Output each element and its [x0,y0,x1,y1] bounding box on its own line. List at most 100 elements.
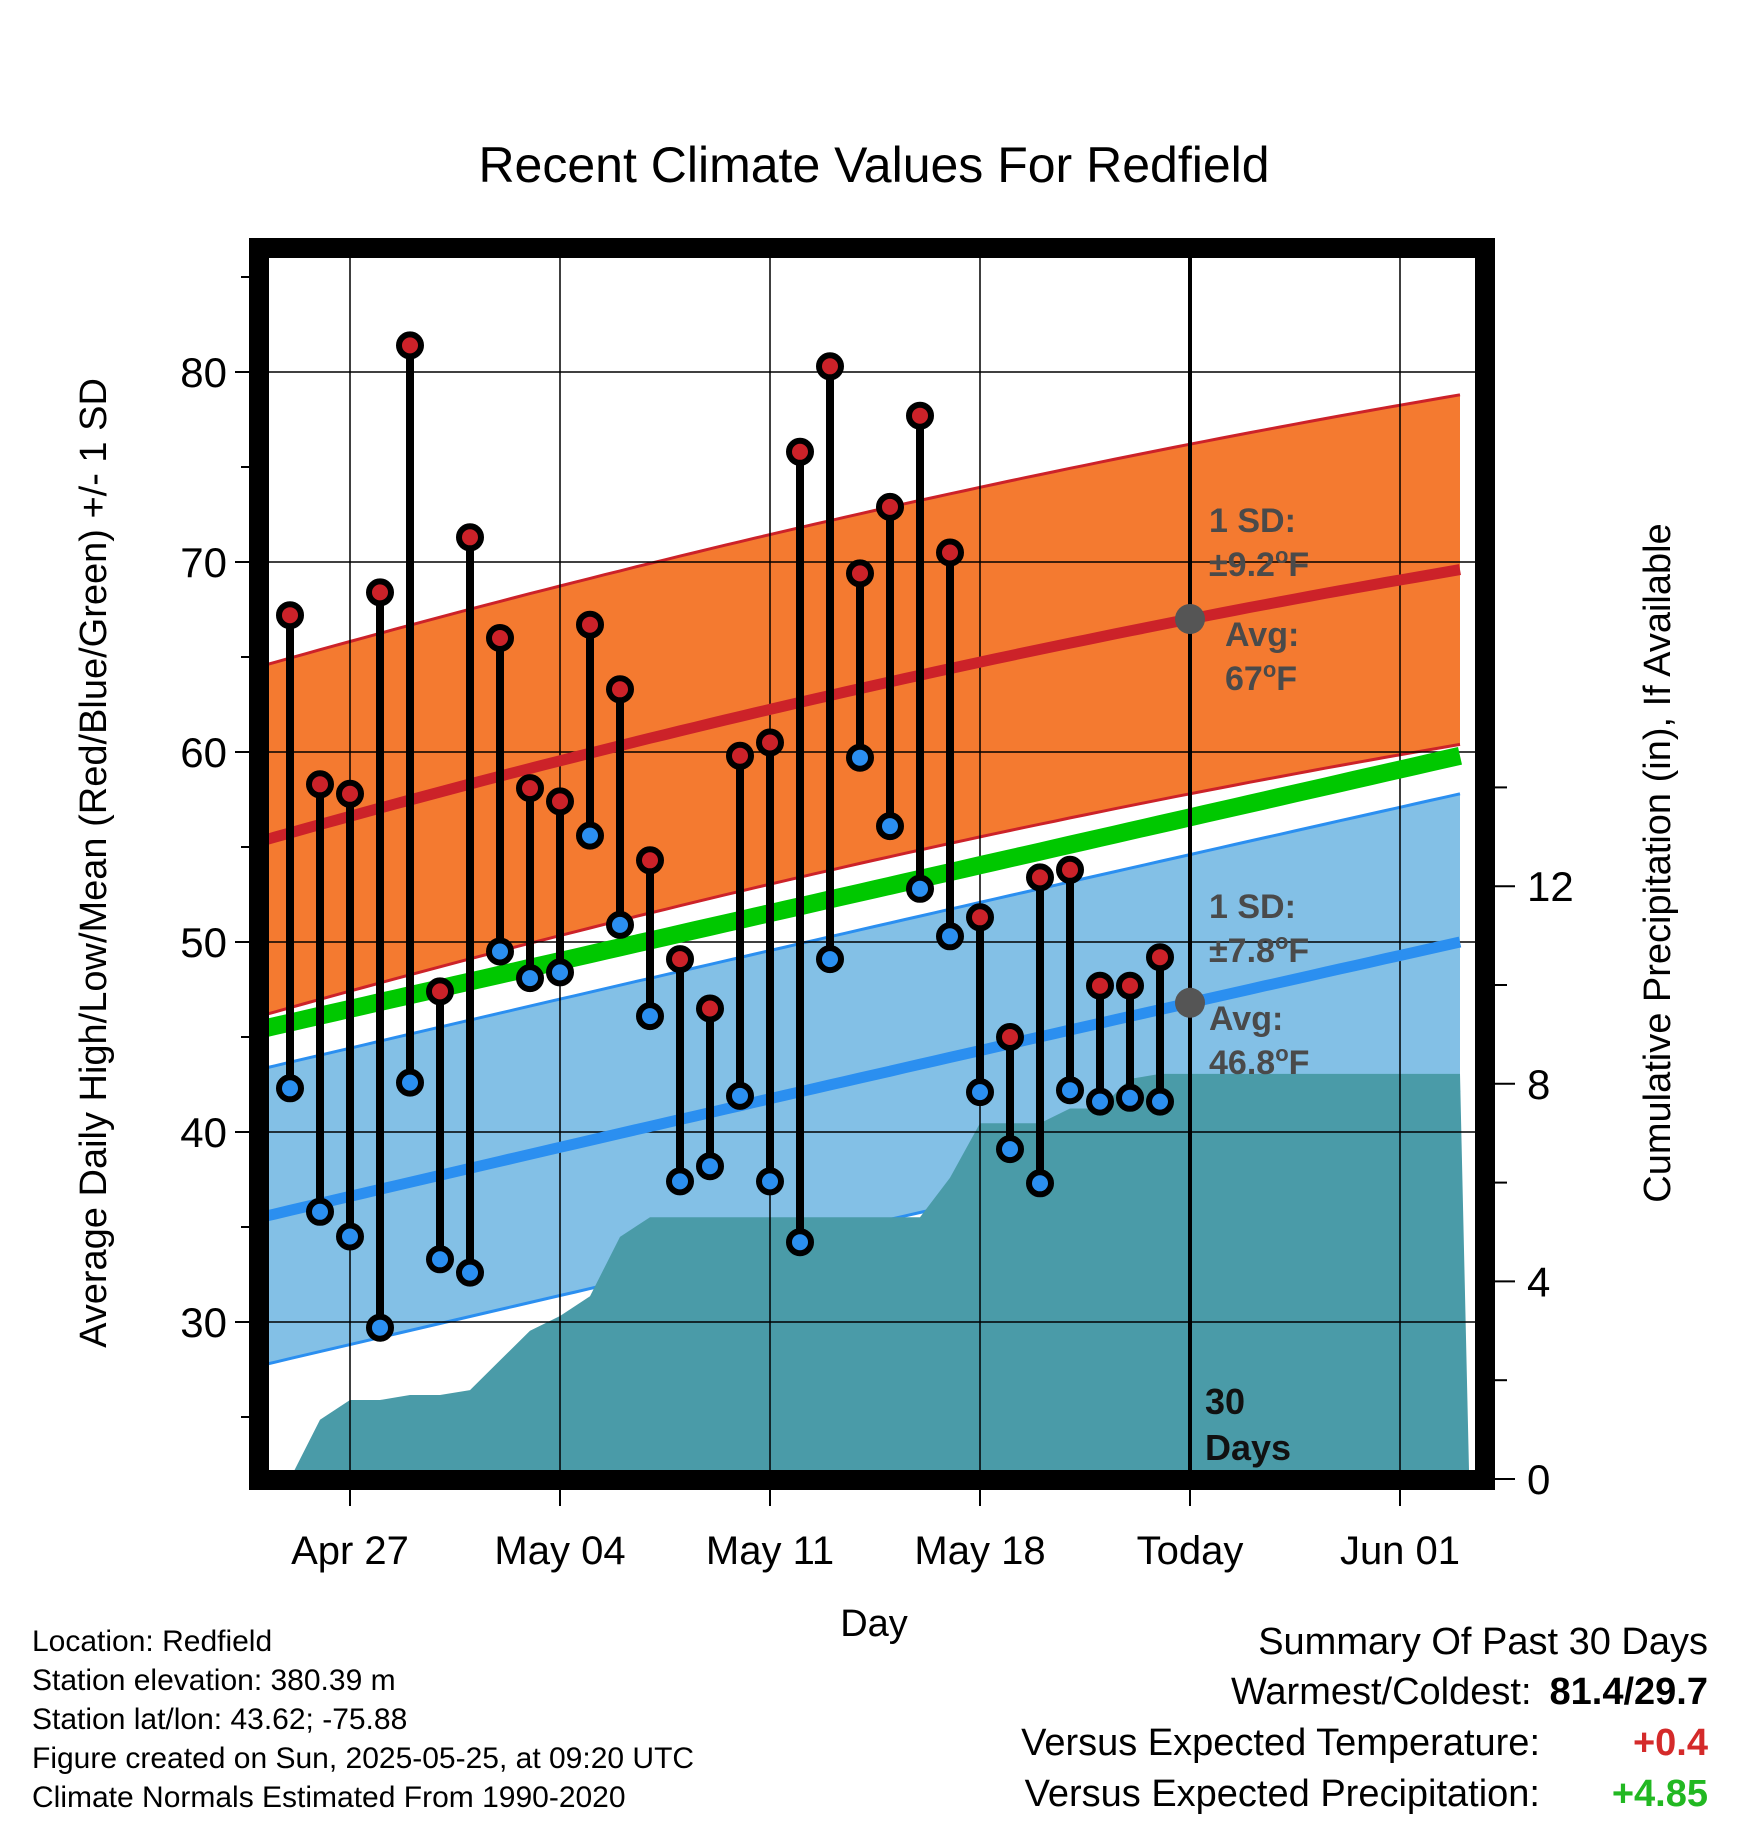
high-point [576,610,604,639]
temp-departure-value: +0.4 [1632,1722,1708,1764]
high-point [1056,855,1084,884]
daily-bars [276,331,1174,1342]
summary-title: Summary Of Past 30 Days [1258,1621,1708,1663]
low-point [996,1135,1024,1164]
high-point [516,774,544,803]
latlon-text: Station lat/lon: 43.62; -75.88 [32,1703,408,1736]
x-tick-label: Today [1137,1529,1244,1573]
y-tick-label: 30 [180,1299,227,1346]
high-point [366,578,394,607]
mean-normal-line [269,747,1462,1037]
high-point [666,945,694,974]
low-point [816,945,844,974]
high-point [456,523,484,552]
high-point [756,728,784,757]
y-tick-label: 50 [180,919,227,966]
low-point [1056,1076,1084,1105]
precip-departure-label: Versus Expected Precipitation: [1024,1773,1540,1815]
low-point [846,743,874,772]
high-band-upper-edge [269,393,1461,666]
high-point [396,331,424,360]
low-point [1026,1169,1054,1198]
warmest-coldest-row: Warmest/Coldest: 81.4/29.7 [1021,1667,1708,1718]
low-avg-marker [1175,987,1205,1018]
low-point [396,1068,424,1097]
y2-tick-label: 12 [1527,863,1574,910]
precip-departure-row: Versus Expected Precipitation: +4.85 [1021,1769,1708,1820]
climate-chart: Recent Climate Values For Redfield 1 SD:… [73,137,1679,1573]
low-point [606,910,634,939]
low-point [486,937,514,966]
low-point [696,1152,724,1181]
low-point [576,821,604,850]
created-text: Figure created on Sun, 2025-05-25, at 09… [32,1742,695,1775]
high-normal-band [269,394,1460,1014]
low-point [666,1167,694,1196]
low-point [1116,1083,1144,1112]
high-point [486,624,514,652]
high-point [996,1023,1024,1051]
y2-axis-label: Cumulative Precipitation (in), If Availa… [1637,523,1679,1202]
high-point [846,559,874,588]
low-point [516,964,544,993]
low-point [1086,1087,1114,1116]
low-point [336,1222,364,1251]
temp-departure-row: Versus Expected Temperature: +0.4 [1021,1718,1708,1769]
precip-departure-value: +4.85 [1611,1773,1708,1815]
high-point [1146,943,1174,972]
y2-tick-label: 4 [1527,1258,1550,1305]
high-point [876,492,904,521]
high-point [306,770,334,799]
low-point [756,1167,784,1196]
high-point [906,401,934,430]
high-point [336,779,364,808]
high-avg-value: 67oF [1225,657,1297,698]
low-point [906,874,934,903]
high-point [636,846,664,875]
chart-title: Recent Climate Values For Redfield [478,137,1269,193]
location-text: Location: Redfield [32,1625,273,1658]
high-point [966,903,994,932]
y-tick-label: 40 [180,1109,227,1156]
high-point [816,352,844,381]
y-tick-label: 70 [180,539,227,586]
low-point [1146,1087,1174,1116]
low-band-upper-edge [269,792,1461,1069]
low-point [426,1245,454,1274]
low-point [306,1197,334,1226]
high-avg-marker [1175,604,1205,634]
low-point [546,958,574,987]
x-tick-label: Apr 27 [291,1529,409,1573]
precipitation-area [290,1073,1469,1470]
temp-departure-label: Versus Expected Temperature: [1021,1722,1540,1764]
y2-tick-label: 8 [1527,1061,1550,1108]
high-band-lower-edge [269,742,1461,1016]
high-point [546,787,574,816]
y-tick-label: 80 [180,349,227,396]
low-point [636,1002,664,1031]
high-sd-label: 1 SD: [1209,502,1296,540]
high-sd-value: ±9.2oF [1209,543,1309,584]
low-point [786,1228,814,1257]
low-point [966,1078,994,1107]
low-avg-value: 46.8oF [1209,1041,1309,1082]
x-axis-label: Day [840,1603,908,1645]
high-point [1026,863,1054,892]
station-metadata: Location: Redfield Station elevation: 38… [32,1622,694,1817]
y2-tick-label: 0 [1527,1456,1550,1503]
low-sd-label: 1 SD: [1209,888,1296,926]
plot-frame [249,238,1495,1490]
low-avg-label: Avg: [1209,1000,1283,1038]
high-point [786,437,814,466]
high-point [606,675,634,704]
elevation-text: Station elevation: 380.39 m [32,1664,396,1697]
window-unit-label: Days [1205,1427,1291,1468]
high-point [936,538,964,567]
high-point [1086,971,1114,1000]
low-point [366,1313,394,1342]
high-point [426,977,454,1006]
x-tick-label: Jun 01 [1340,1529,1460,1573]
summary-panel: Summary Of Past 30 Days Warmest/Coldest:… [1021,1617,1708,1820]
x-tick-label: May 11 [706,1529,834,1573]
low-point [876,812,904,841]
